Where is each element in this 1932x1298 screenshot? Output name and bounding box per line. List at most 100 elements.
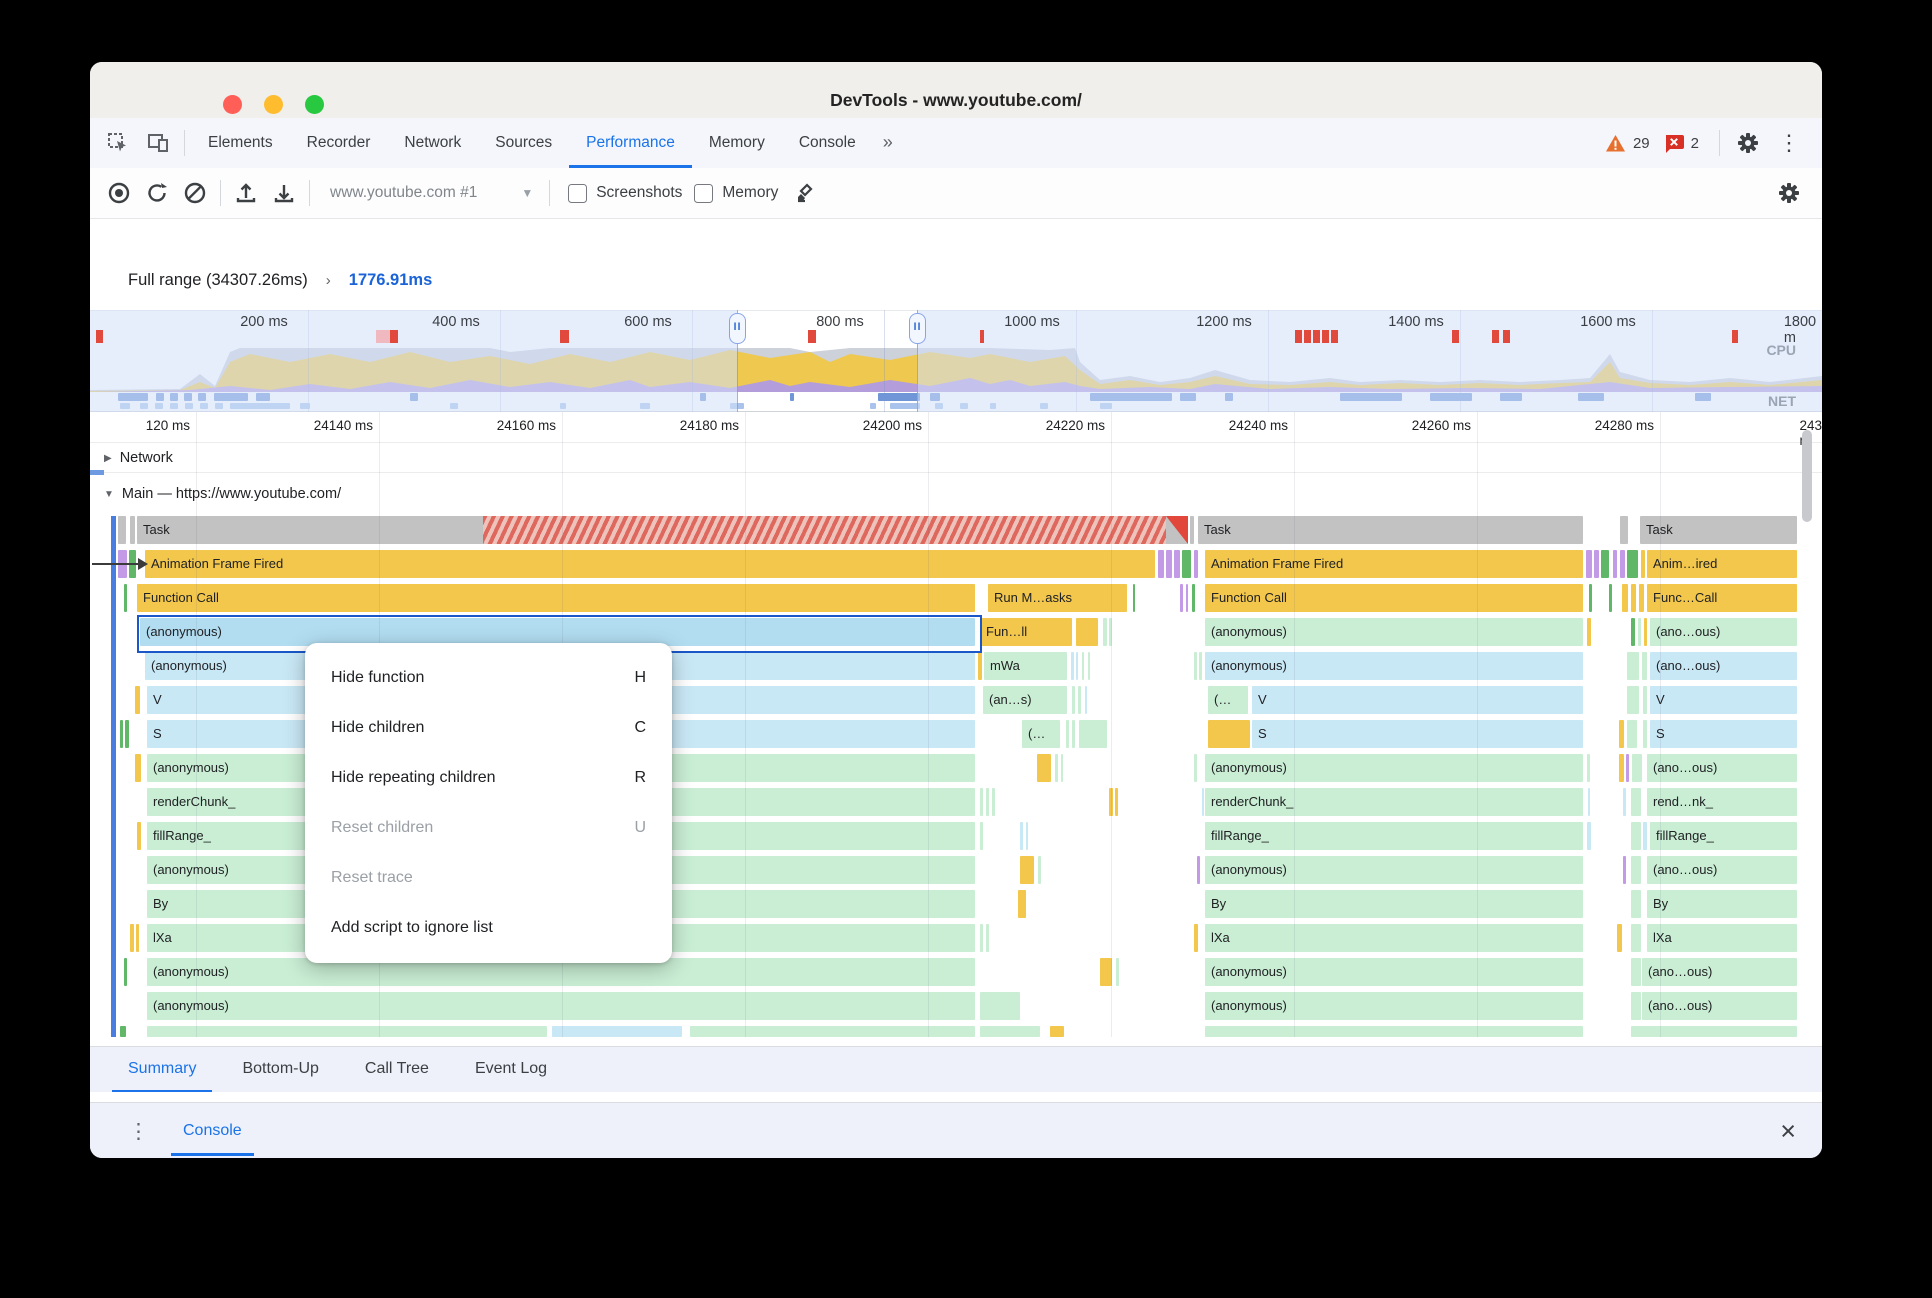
flame-bar[interactable]: [1619, 720, 1624, 748]
flame-vertical-scrollbar[interactable]: [1802, 430, 1812, 522]
flame-bar[interactable]: [1631, 958, 1641, 986]
flame-bar[interactable]: fillRange_: [1650, 822, 1797, 850]
flame-bar[interactable]: [1158, 550, 1164, 578]
flame-bar[interactable]: [130, 924, 134, 952]
flame-bar[interactable]: (an…s): [983, 686, 1067, 714]
flame-bar[interactable]: V: [1252, 686, 1583, 714]
flame-bar[interactable]: S: [1650, 720, 1797, 748]
flame-bar[interactable]: (ano…ous): [1650, 618, 1797, 646]
flame-bar[interactable]: [1620, 550, 1625, 578]
flame-bar[interactable]: [1631, 788, 1641, 816]
flame-bar[interactable]: (anonymous): [1205, 992, 1583, 1020]
flame-bar[interactable]: [1186, 584, 1188, 612]
flame-bar[interactable]: [135, 754, 141, 782]
flame-bar[interactable]: (anonymous): [1205, 618, 1583, 646]
flame-bar[interactable]: [1174, 550, 1180, 578]
flame-bar[interactable]: [136, 924, 139, 952]
flame-bar[interactable]: [1609, 584, 1612, 612]
selection-handle-left[interactable]: II: [729, 313, 746, 344]
flame-bar[interactable]: [1601, 550, 1609, 578]
flame-bar[interactable]: [1194, 754, 1197, 782]
flame-bar[interactable]: [980, 788, 983, 816]
flame-bar[interactable]: mWa: [984, 652, 1067, 680]
flame-bar[interactable]: [147, 1026, 547, 1037]
selection-handle-right[interactable]: II: [909, 313, 926, 344]
reload-record-icon[interactable]: [138, 176, 176, 210]
save-profile-icon[interactable]: [265, 176, 303, 210]
flame-bar[interactable]: [690, 1026, 975, 1037]
tab-sources[interactable]: Sources: [495, 134, 553, 151]
flame-bar[interactable]: [1115, 788, 1118, 816]
more-tabs-icon[interactable]: »: [882, 132, 893, 152]
flame-bar[interactable]: [1071, 652, 1074, 680]
flame-bar[interactable]: S: [1252, 720, 1583, 748]
flame-bar[interactable]: [1631, 924, 1641, 952]
menu-item-hide-repeating-children[interactable]: Hide repeating children R: [305, 753, 672, 803]
flame-bar[interactable]: [1066, 720, 1069, 748]
flame-bar[interactable]: [1038, 856, 1041, 884]
flame-bar[interactable]: [120, 1026, 126, 1037]
flame-bar[interactable]: [1619, 754, 1624, 782]
screenshots-label[interactable]: Screenshots: [596, 184, 683, 201]
flame-bar[interactable]: [1061, 754, 1063, 782]
error-count[interactable]: 2: [1690, 134, 1699, 152]
flame-bar[interactable]: [992, 788, 995, 816]
details-tab-event-log[interactable]: Event Log: [474, 1060, 548, 1077]
flame-bar[interactable]: [1018, 890, 1026, 918]
flame-bar[interactable]: [1088, 652, 1090, 680]
flame-bar[interactable]: [1076, 652, 1078, 680]
flame-bar[interactable]: [1631, 584, 1636, 612]
flame-bar[interactable]: (ano…ous): [1642, 992, 1797, 1020]
flame-bar[interactable]: [1643, 822, 1647, 850]
flame-bar[interactable]: Func…Call: [1647, 584, 1797, 612]
flame-bar[interactable]: [1082, 652, 1084, 680]
record-icon[interactable]: [100, 176, 138, 210]
flame-bar[interactable]: [980, 822, 983, 850]
flame-bar[interactable]: [980, 992, 1020, 1020]
flame-bar[interactable]: Animation Frame Fired: [1205, 550, 1583, 578]
flame-bar[interactable]: [1199, 652, 1202, 680]
flame-bar[interactable]: (anonymous): [1205, 856, 1583, 884]
flame-bar[interactable]: (anonymous): [147, 992, 975, 1020]
flame-bar[interactable]: [552, 1026, 682, 1037]
flame-bar[interactable]: [1202, 788, 1204, 816]
flame-bar[interactable]: [1631, 992, 1641, 1020]
flame-bar[interactable]: fillRange_: [1205, 822, 1583, 850]
close-traffic-light[interactable]: [223, 95, 242, 114]
network-track-header[interactable]: ▶ Network: [90, 442, 1822, 473]
details-tab-bottom-up[interactable]: Bottom-Up: [242, 1060, 319, 1077]
flame-bar[interactable]: [1194, 924, 1198, 952]
flame-bar[interactable]: [1631, 856, 1641, 884]
flame-bar[interactable]: Animation Frame Fired: [145, 550, 1155, 578]
flame-bar[interactable]: [1639, 584, 1644, 612]
flame-bar[interactable]: Function Call: [1205, 584, 1583, 612]
flame-bar[interactable]: V: [1650, 686, 1797, 714]
expanded-triangle-icon[interactable]: ▼: [104, 488, 114, 500]
main-track-header[interactable]: ▼ Main — https://www.youtube.com/: [90, 472, 1822, 515]
flame-bar[interactable]: [130, 516, 135, 544]
flame-bar[interactable]: (…: [1022, 720, 1060, 748]
menu-item-add-script-to-ignore-list[interactable]: Add script to ignore list: [305, 903, 672, 953]
flame-bar[interactable]: Task: [1198, 516, 1583, 544]
flame-bar[interactable]: lXa: [1647, 924, 1797, 952]
flame-bar[interactable]: Anim…ired: [1647, 550, 1797, 578]
clear-icon[interactable]: [176, 176, 214, 210]
flame-bar[interactable]: (anonymous): [140, 618, 975, 646]
flame-bar[interactable]: [1182, 550, 1191, 578]
flame-bar[interactable]: [1166, 550, 1172, 578]
flame-bar[interactable]: [1631, 822, 1641, 850]
flame-bar[interactable]: [1644, 618, 1647, 646]
flame-bar[interactable]: [1631, 1026, 1797, 1037]
flame-bar[interactable]: [986, 924, 989, 952]
flame-bar[interactable]: [124, 958, 127, 986]
flame-bar[interactable]: [1623, 856, 1626, 884]
flame-bar[interactable]: lXa: [1205, 924, 1583, 952]
flame-bar[interactable]: [1020, 856, 1034, 884]
flame-bar[interactable]: Run M…asks: [988, 584, 1127, 612]
flame-bar[interactable]: [1643, 720, 1647, 748]
flame-bar[interactable]: [1587, 618, 1591, 646]
details-tab-summary[interactable]: Summary: [112, 1047, 212, 1093]
flame-bar[interactable]: [125, 720, 129, 748]
flame-bar[interactable]: [137, 822, 141, 850]
warning-icon[interactable]: [1605, 134, 1626, 153]
